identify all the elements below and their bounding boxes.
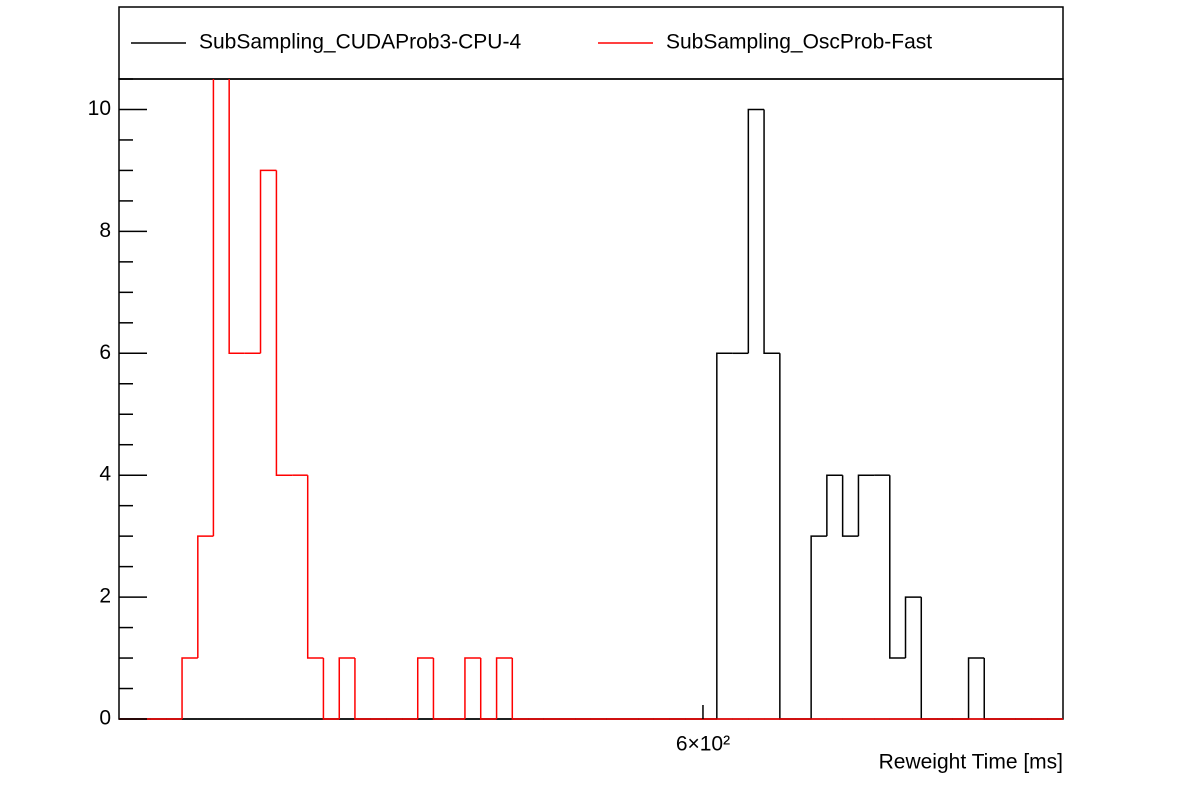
histogram-bin	[338, 657, 355, 719]
y-tick-label: 8	[99, 219, 111, 242]
x-axis-title: Reweight Time [ms]	[879, 751, 1063, 774]
histogram-bin	[464, 657, 481, 719]
histogram-bin	[416, 657, 434, 719]
histogram-bin	[779, 353, 796, 720]
histogram-bin	[810, 535, 827, 719]
histogram-bin	[841, 475, 859, 537]
histogram-bin	[479, 658, 497, 720]
histogram-bin	[716, 352, 733, 719]
histogram-bin	[967, 657, 985, 719]
histogram-bin	[212, 79, 215, 537]
histogram-bin	[432, 658, 450, 720]
histogram-bin	[511, 658, 529, 720]
y-tick-label: 0	[99, 707, 111, 730]
histogram-bin	[228, 79, 245, 355]
y-tick-label: 10	[88, 97, 111, 120]
legend-label: SubSampling_OscProb-Fast	[666, 31, 932, 54]
histogram-bin	[259, 169, 277, 354]
histogram-bin	[197, 535, 214, 659]
x-tick-label: 6×10²	[676, 733, 730, 756]
plot-area	[119, 79, 1063, 720]
histogram-bin	[181, 657, 198, 719]
histogram-bin	[826, 474, 843, 537]
histogram-bin	[857, 474, 875, 537]
histogram-bin	[495, 657, 513, 719]
histogram-bin	[763, 109, 780, 355]
y-tick-label: 2	[99, 585, 111, 608]
histogram-bin	[920, 597, 938, 720]
histogram-bin	[904, 596, 922, 659]
legend-label: SubSampling_CUDAProb3-CPU-4	[199, 31, 521, 54]
histogram-bin	[275, 170, 293, 476]
histogram-bin	[747, 108, 765, 354]
y-tick-label: 4	[99, 463, 111, 486]
histogram-bin	[354, 658, 371, 720]
histogram-bin	[322, 658, 340, 720]
histogram-bin	[983, 658, 1000, 720]
y-tick-label: 6	[99, 341, 111, 364]
histogram-bin	[889, 475, 906, 659]
histogram-bin	[306, 475, 324, 659]
